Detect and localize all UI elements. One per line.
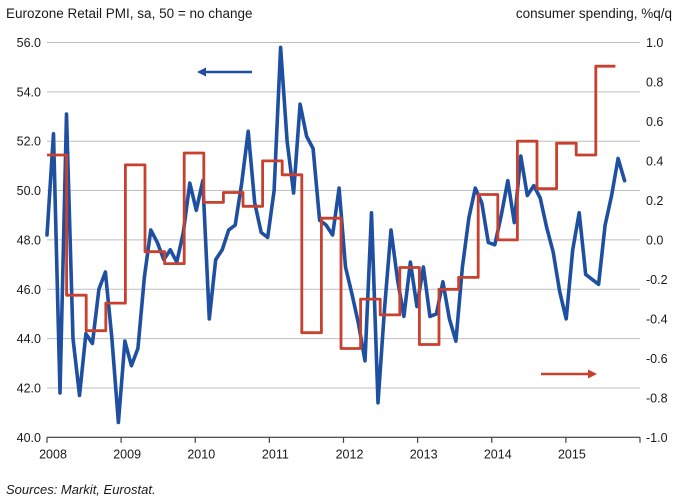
right-axis-tick-label: -0.4 [646, 312, 668, 326]
right-axis-tick-label: 0.0 [646, 233, 663, 247]
right-axis-tick-label: -1.0 [646, 431, 668, 445]
right-axis-tick-label: 0.2 [646, 194, 663, 208]
right-axis-tick-label: -0.6 [646, 352, 668, 366]
left-axis-tick-label: 50.0 [17, 184, 41, 198]
gridlines [47, 42, 640, 438]
left-axis-tick-label: 52.0 [17, 135, 41, 149]
right-axis-tick-label: -0.8 [646, 391, 668, 405]
annotations [197, 67, 597, 379]
x-axis-year-label: 2013 [410, 447, 438, 461]
axis-labels: 56.0 54.0 52.0 50.0 48.0 46.0 44.0 42.0 40.0 1.0 0… [17, 36, 668, 461]
right-arrow-icon [588, 369, 597, 379]
data-series [45, 45, 627, 425]
left-axis-tick-label: 40.0 [17, 431, 41, 445]
left-axis-title: Eurozone Retail PMI, sa, 50 = no change [6, 6, 253, 21]
x-axis-year-label: 2015 [558, 447, 586, 461]
left-axis-tick-label: 44.0 [17, 332, 41, 346]
axes [46, 436, 641, 443]
left-axis-tick-label: 48.0 [17, 233, 41, 247]
right-axis-title: consumer spending, %q/q [515, 6, 672, 21]
left-axis-tick-label: 42.0 [17, 381, 41, 395]
right-axis-tick-label: 0.8 [646, 75, 663, 89]
pmi-line-series [45, 45, 627, 425]
x-axis-year-label: 2014 [484, 447, 512, 461]
left-arrow-icon [197, 67, 206, 77]
x-axis-year-label: 2008 [39, 447, 67, 461]
right-axis-tick-label: -0.2 [646, 273, 668, 287]
right-axis-tick-label: 0.6 [646, 115, 663, 129]
left-axis-tick-label: 56.0 [17, 36, 41, 50]
source-note: Sources: Markit, Eurostat. [6, 482, 156, 497]
x-axis-year-label: 2011 [262, 447, 289, 461]
spending-step-series [47, 64, 616, 350]
left-axis-tick-label: 46.0 [17, 283, 41, 297]
x-axis-year-label: 2012 [336, 447, 364, 461]
x-axis-year-label: 2009 [113, 447, 141, 461]
right-axis-tick-label: 1.0 [646, 36, 663, 50]
left-axis-tick-label: 54.0 [17, 85, 41, 99]
x-axis-year-label: 2010 [187, 447, 215, 461]
right-axis-tick-label: 0.4 [646, 154, 663, 168]
